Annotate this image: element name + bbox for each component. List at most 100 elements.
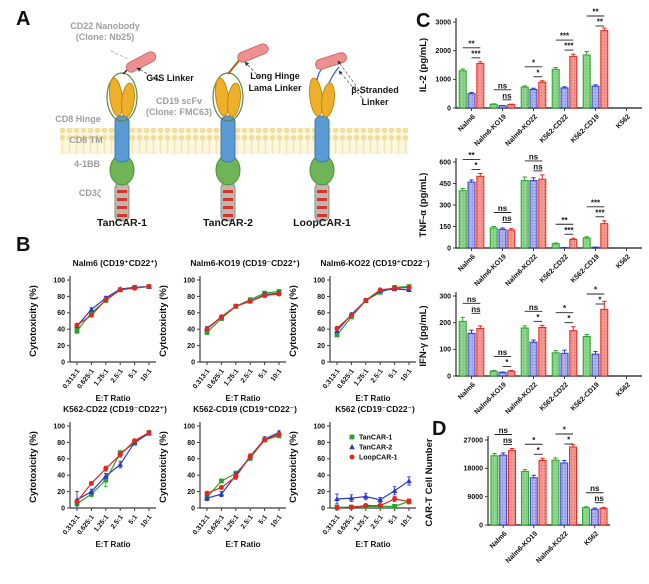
bar [458, 70, 467, 109]
bar [590, 508, 599, 526]
svg-text:100: 100 [439, 347, 451, 354]
legend-item: TanCAR-1 [359, 435, 392, 442]
significance-label: ns [502, 214, 512, 223]
svg-text:0: 0 [61, 359, 65, 366]
significance-label: ns [590, 484, 600, 493]
tancar2-name: TanCAR-2 [203, 217, 253, 229]
x-axis-label: E:T Ratio [225, 540, 260, 549]
scfv-vl-domain [321, 82, 335, 118]
chart-title: K562 (CD19⁻CD22⁻) [335, 404, 415, 414]
significance-label: * [598, 296, 602, 305]
significance-label: *** [560, 32, 570, 41]
bar [498, 105, 507, 109]
x-tick-label: K562 [583, 530, 600, 547]
series-LoopCAR-1 [334, 496, 412, 511]
4-1bb-label: 4-1BB [73, 159, 100, 169]
x-tick-label: 10:1 [270, 368, 284, 383]
scfv-vl-domain [121, 82, 135, 118]
x-tick-label: K562-CD22 [539, 381, 570, 412]
bar [498, 228, 507, 249]
bar [582, 237, 591, 249]
x-tick-label: 1.25:1 [93, 368, 111, 388]
x-tick-label: 1.25:1 [223, 514, 241, 534]
significance-label: * [563, 426, 567, 435]
bar [569, 330, 578, 377]
bar [520, 470, 529, 526]
cd8-tm-domain [220, 115, 236, 163]
series-TanCAR-1 [334, 284, 412, 338]
cd22-nanobody-domain [125, 51, 157, 73]
significance-label: ns [529, 152, 539, 161]
bar [569, 55, 578, 109]
svg-text:80: 80 [57, 294, 65, 301]
bar [490, 455, 499, 526]
svg-text:100: 100 [313, 423, 325, 430]
svg-text:60: 60 [187, 456, 195, 463]
x-tick-label: K562 [615, 253, 632, 270]
beta-stranded-label-2: Linker [361, 97, 389, 107]
x-tick-label: Nalm6-KO22 [535, 530, 569, 564]
chart-cytotoxicity-nalm6: Nalm6 (CD19⁺CD22⁺) 0 20 40 60 80 100 0.313:1 0.6… [26, 254, 162, 406]
x-tick-label: Nalm6-KO19 [505, 530, 539, 564]
svg-text:20: 20 [317, 343, 325, 350]
x-tick-label: Nalm6 [457, 381, 477, 401]
bar [529, 477, 538, 526]
chart-cytotoxicity-k562-cd22: K562-CD22 (CD19⁻CD22⁺) 0 20 40 60 80 100 0.313:… [26, 400, 167, 552]
x-tick-label: 2.5:1 [110, 514, 125, 531]
bar [538, 81, 547, 109]
svg-text:40: 40 [57, 327, 65, 334]
bar [569, 446, 578, 526]
x-tick-label: 2.5:1 [240, 514, 255, 531]
significance-label: ns [529, 303, 539, 312]
bar [569, 238, 578, 249]
svg-text:0: 0 [321, 359, 325, 366]
svg-text:18000: 18000 [464, 466, 484, 473]
svg-text:0: 0 [321, 505, 325, 512]
x-tick-label: K562-CD22 [539, 113, 570, 144]
svg-text:60: 60 [57, 456, 65, 463]
significance-label: * [563, 304, 567, 313]
x-tick-label: Nalm6 [457, 253, 477, 273]
bar [489, 370, 498, 377]
significance-label: ns [498, 348, 508, 357]
bar [599, 507, 608, 526]
svg-text:200: 200 [439, 320, 451, 327]
g4s-leader-line [136, 67, 161, 82]
bar [458, 190, 467, 249]
bar [591, 353, 600, 377]
cd22-clone-label: (Clone: Nb25) [75, 32, 135, 42]
svg-text:100: 100 [183, 423, 195, 430]
svg-text:20: 20 [187, 489, 195, 496]
svg-text:0: 0 [479, 522, 483, 529]
x-tick-label: Nalm6-KO22 [505, 381, 539, 415]
y-axis-label: Cytotoxicity (%) [288, 431, 299, 503]
svg-text:300: 300 [439, 202, 451, 209]
bar [489, 227, 498, 249]
series-TanCAR-1 [458, 51, 591, 109]
significance-label: * [505, 358, 509, 367]
significance-label: *** [595, 208, 605, 217]
x-tick-label: 2.5:1 [370, 368, 385, 385]
bar [581, 507, 590, 526]
x-tick-label: 5:1 [128, 514, 140, 526]
bar [458, 320, 467, 377]
y-axis-label: IFN-γ (pg/mL) [418, 305, 429, 366]
svg-text:60: 60 [57, 310, 65, 317]
svg-text:0: 0 [191, 359, 195, 366]
bar [529, 341, 538, 377]
svg-text:60: 60 [317, 310, 325, 317]
significance-label: ns [499, 426, 509, 435]
x-tick-label: 5:1 [388, 514, 400, 526]
bar [489, 103, 498, 109]
x-tick-label: K562-CD19 [570, 253, 601, 284]
svg-text:2000: 2000 [435, 48, 451, 55]
chart-cytotoxicity-nalm6-ko22: Nalm6-KO22 (CD19⁺CD22⁻) 0 20 40 60 80 100 0.313… [286, 254, 430, 406]
x-tick-label: K562 [615, 113, 632, 130]
series-TanCAR-2 [499, 452, 599, 526]
bar [600, 223, 609, 249]
significance-label: *** [564, 42, 574, 51]
panel-a-label: A [16, 8, 31, 30]
x-axis-label: E:T Ratio [355, 540, 390, 549]
x-axis-label: E:T Ratio [95, 394, 130, 403]
